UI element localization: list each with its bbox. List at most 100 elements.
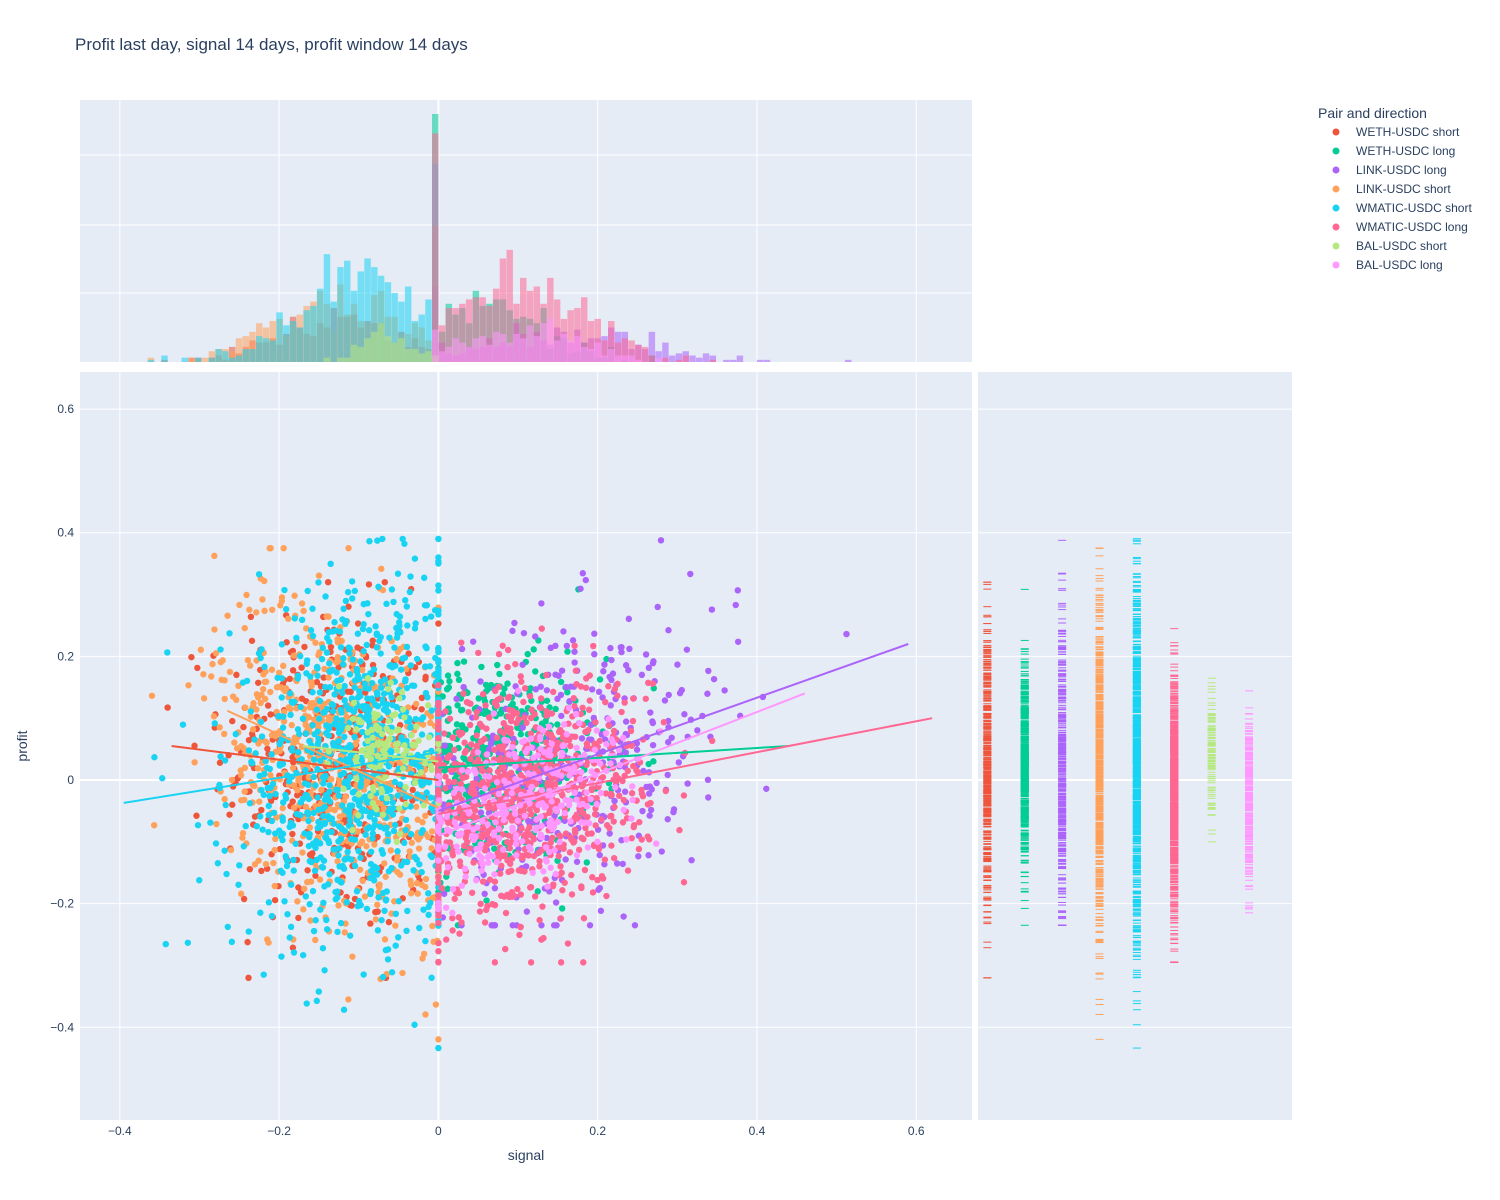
data-point: [279, 817, 286, 824]
data-point: [315, 735, 322, 743]
data-point: [476, 852, 483, 859]
data-point: [680, 792, 688, 799]
data-point: [551, 846, 558, 854]
data-point: [323, 722, 330, 729]
data-point: [506, 840, 514, 847]
data-point: [301, 643, 308, 651]
data-point: [331, 720, 338, 727]
data-point: [335, 852, 342, 859]
data-point: [523, 908, 531, 915]
data-point: [404, 858, 411, 866]
data-point: [543, 697, 551, 704]
data-point: [446, 715, 454, 722]
data-point: [435, 741, 442, 748]
data-point: [330, 846, 337, 853]
data-point: [411, 625, 419, 632]
data-point: [650, 758, 657, 765]
data-point: [346, 650, 353, 657]
data-point: [582, 684, 590, 691]
data-point: [246, 865, 254, 873]
data-point: [290, 652, 298, 659]
data-point: [394, 853, 401, 860]
data-point: [654, 603, 661, 611]
data-point: [444, 864, 452, 871]
data-point: [443, 813, 451, 821]
data-point: [381, 860, 388, 867]
data-point: [407, 890, 415, 897]
data-point: [356, 802, 363, 809]
data-point: [558, 905, 566, 912]
data-point: [559, 742, 566, 750]
data-point: [340, 1006, 348, 1013]
data-point: [557, 863, 564, 870]
data-point: [291, 592, 298, 599]
data-point: [591, 650, 598, 658]
data-point: [233, 696, 240, 704]
data-point: [531, 893, 539, 900]
data-point: [435, 959, 442, 966]
data-point: [687, 570, 694, 578]
data-point: [469, 638, 477, 645]
data-point: [362, 831, 369, 838]
data-point: [326, 660, 333, 667]
data-point: [279, 799, 287, 806]
trendline: [302, 745, 439, 763]
data-point: [315, 579, 322, 586]
data-point: [618, 708, 625, 716]
data-point: [326, 815, 333, 823]
data-point: [317, 906, 324, 913]
data-point: [519, 724, 526, 731]
histogram-bar: [350, 344, 358, 362]
data-point: [509, 826, 516, 834]
data-point: [364, 799, 371, 806]
data-point: [562, 830, 570, 837]
data-point: [341, 697, 348, 704]
data-point: [583, 859, 590, 866]
data-point: [300, 906, 307, 913]
data-point: [216, 759, 224, 766]
data-point: [469, 785, 477, 793]
data-point: [583, 740, 591, 747]
data-point: [253, 691, 261, 698]
data-point: [360, 648, 367, 655]
data-point: [316, 689, 324, 696]
data-point: [497, 695, 504, 702]
data-point: [386, 634, 393, 641]
data-point: [315, 715, 323, 722]
data-point: [638, 790, 646, 797]
data-point: [280, 544, 287, 552]
data-point: [435, 773, 442, 780]
histogram-bar: [648, 355, 656, 362]
data-point: [552, 805, 559, 813]
data-point: [351, 587, 359, 595]
data-point: [305, 817, 312, 825]
data-point: [286, 675, 294, 683]
data-point: [460, 683, 467, 691]
data-point: [382, 873, 389, 880]
data-point: [454, 659, 461, 667]
data-point: [221, 757, 229, 764]
data-point: [455, 848, 462, 855]
data-point: [429, 922, 436, 930]
data-point: [474, 749, 482, 756]
data-point: [594, 838, 601, 846]
data-point: [488, 737, 495, 745]
data-point: [381, 578, 388, 586]
data-point: [536, 863, 543, 870]
data-point: [493, 734, 501, 741]
data-point: [333, 669, 340, 676]
data-point: [734, 587, 741, 594]
data-point: [428, 974, 435, 981]
data-point: [258, 786, 265, 794]
data-point: [385, 830, 392, 838]
data-point: [297, 703, 304, 711]
data-point: [455, 729, 463, 736]
data-point: [665, 627, 672, 634]
data-point: [372, 916, 379, 923]
data-point: [261, 663, 268, 671]
data-point: [473, 775, 480, 782]
data-point: [538, 787, 546, 794]
data-point: [530, 834, 537, 842]
data-point: [184, 939, 192, 946]
data-point: [394, 747, 401, 754]
